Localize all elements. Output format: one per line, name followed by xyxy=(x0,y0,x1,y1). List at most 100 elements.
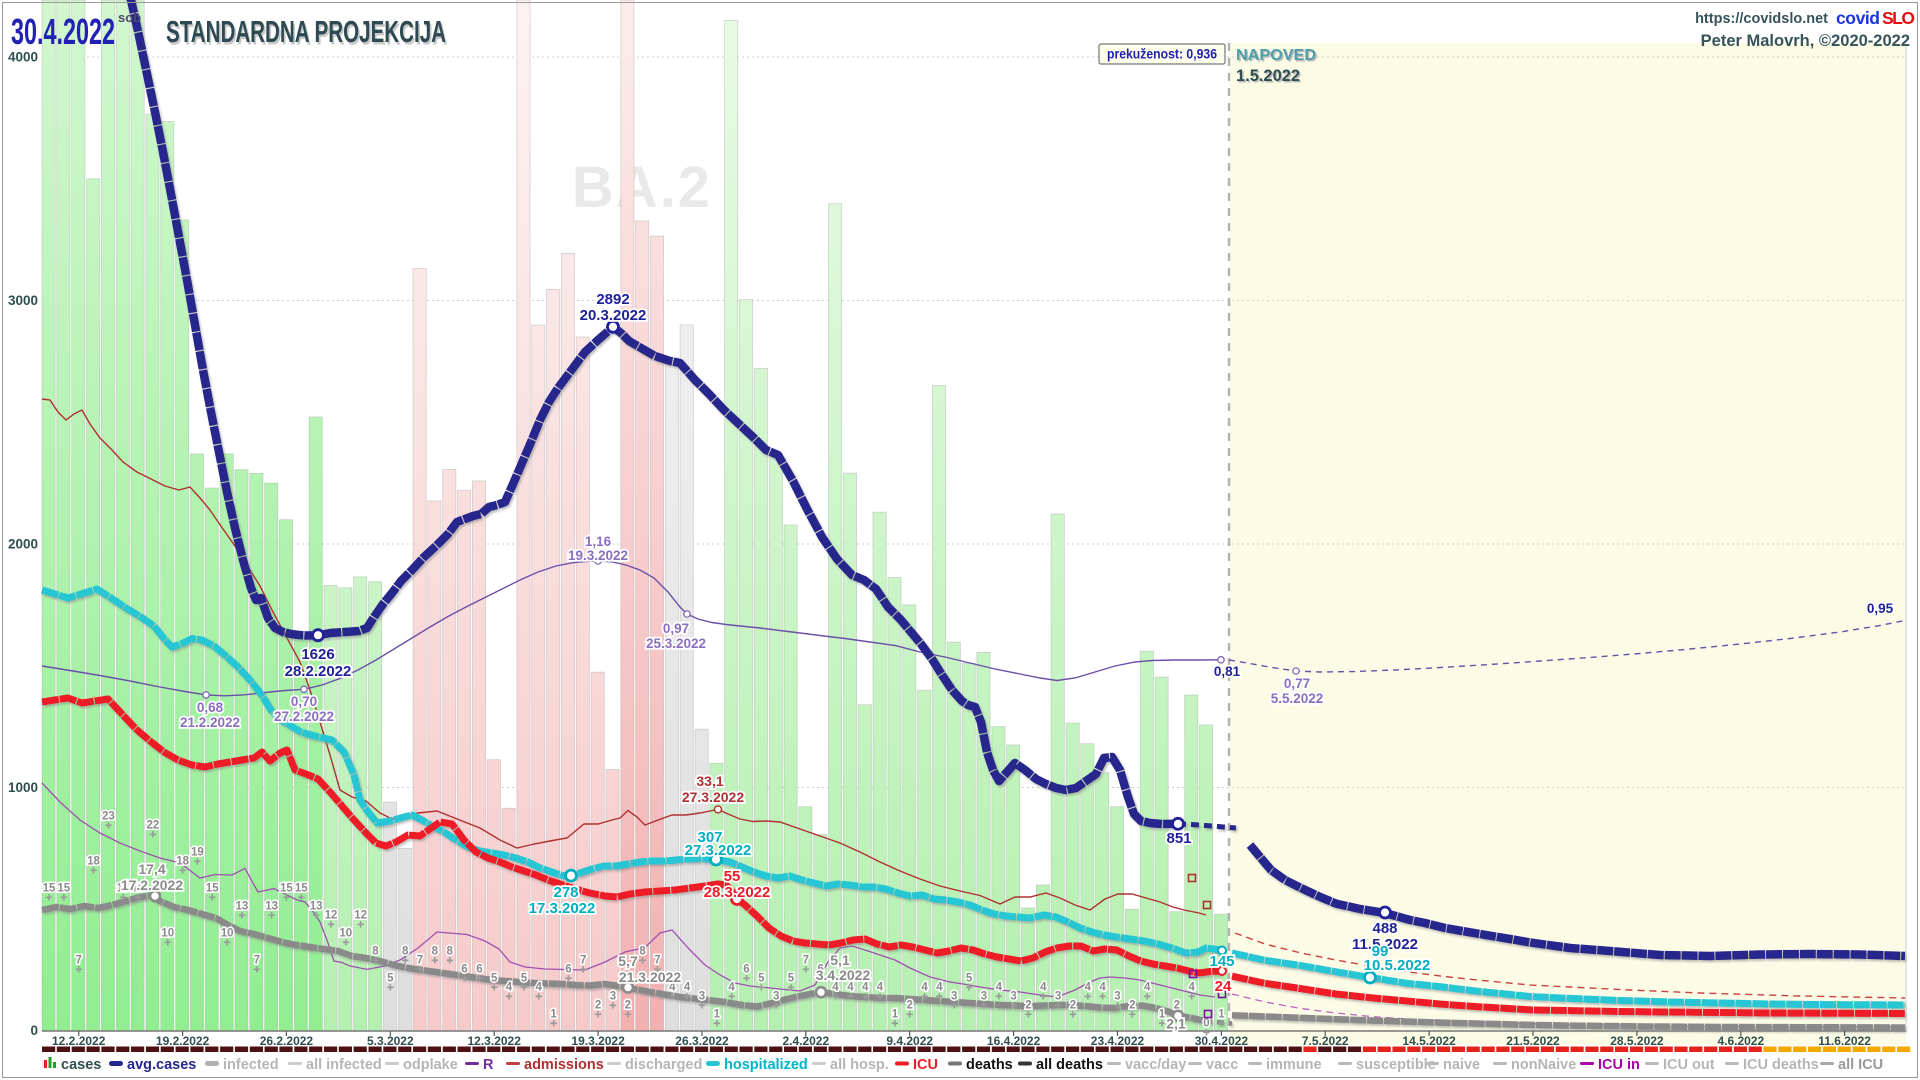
svg-text:4: 4 xyxy=(728,981,735,993)
svg-text:8: 8 xyxy=(446,945,453,957)
svg-text:2: 2 xyxy=(1025,999,1031,1011)
svg-text:5,1: 5,1 xyxy=(830,952,850,968)
svg-text:18: 18 xyxy=(176,855,189,867)
svg-text:10: 10 xyxy=(339,927,352,939)
svg-text:5: 5 xyxy=(788,972,795,984)
svg-text:15: 15 xyxy=(280,882,293,894)
svg-text:6: 6 xyxy=(476,963,482,975)
svg-text:7.5.2022: 7.5.2022 xyxy=(1302,1034,1349,1048)
svg-text:851: 851 xyxy=(1166,830,1191,847)
svg-text:12.2.2022: 12.2.2022 xyxy=(52,1034,106,1048)
svg-text:1.5.2022: 1.5.2022 xyxy=(1236,67,1300,85)
svg-text:278: 278 xyxy=(553,884,578,901)
svg-text:9.4.2022: 9.4.2022 xyxy=(886,1034,933,1048)
svg-text:avg.cases: avg.cases xyxy=(127,1057,196,1073)
svg-text:8: 8 xyxy=(639,945,646,957)
svg-text:18: 18 xyxy=(87,855,100,867)
svg-text:2892: 2892 xyxy=(596,291,629,308)
svg-text:0,70: 0,70 xyxy=(291,694,317,709)
svg-text:0,77: 0,77 xyxy=(1284,676,1310,691)
svg-text:7: 7 xyxy=(75,954,81,966)
svg-text:4.6.2022: 4.6.2022 xyxy=(1717,1034,1764,1048)
svg-text:11.6.2022: 11.6.2022 xyxy=(1818,1034,1871,1048)
svg-text:10: 10 xyxy=(161,927,174,939)
svg-text:4: 4 xyxy=(936,981,943,993)
svg-text:ICU in: ICU in xyxy=(1598,1057,1640,1073)
svg-text:5: 5 xyxy=(491,972,498,984)
svg-text:14.5.2022: 14.5.2022 xyxy=(1402,1034,1456,1048)
svg-text:19: 19 xyxy=(191,846,204,858)
svg-text:12: 12 xyxy=(325,909,338,921)
svg-text:susceptible: susceptible xyxy=(1356,1057,1436,1073)
svg-text:STANDARDNA PROJEKCIJA: STANDARDNA PROJEKCIJA xyxy=(166,14,446,49)
svg-text:all ICU: all ICU xyxy=(1838,1057,1883,1073)
svg-text:2: 2 xyxy=(1174,999,1180,1011)
svg-text:55: 55 xyxy=(724,868,741,885)
svg-text:1626: 1626 xyxy=(301,646,334,663)
svg-text:15: 15 xyxy=(57,882,70,894)
svg-text:5: 5 xyxy=(521,972,528,984)
svg-text:ICU out: ICU out xyxy=(1663,1057,1715,1073)
svg-text:all hosp.: all hosp. xyxy=(830,1057,889,1073)
svg-text:13: 13 xyxy=(236,900,249,912)
svg-text:ICU deaths: ICU deaths xyxy=(1743,1057,1819,1073)
svg-text:22: 22 xyxy=(147,819,160,831)
svg-text:19.3.2022: 19.3.2022 xyxy=(571,1034,625,1048)
svg-text:26.3.2022: 26.3.2022 xyxy=(675,1034,729,1048)
svg-text:3: 3 xyxy=(773,990,779,1002)
svg-text:19.2.2022: 19.2.2022 xyxy=(156,1034,210,1048)
svg-text:23: 23 xyxy=(102,810,115,822)
svg-text:3000: 3000 xyxy=(8,293,38,308)
svg-text:11.5.2022: 11.5.2022 xyxy=(1352,936,1418,953)
svg-text:4: 4 xyxy=(921,981,928,993)
svg-text:all infected: all infected xyxy=(306,1057,382,1073)
svg-text:30.4.2022: 30.4.2022 xyxy=(1195,1034,1249,1048)
svg-text:4: 4 xyxy=(862,981,869,993)
svg-text:6: 6 xyxy=(743,963,749,975)
svg-text:33,1: 33,1 xyxy=(696,773,723,789)
svg-text:nonNaive: nonNaive xyxy=(1511,1057,1576,1073)
svg-text:7: 7 xyxy=(803,954,809,966)
svg-text:2: 2 xyxy=(1070,999,1076,1011)
svg-text:1: 1 xyxy=(1218,1008,1225,1020)
svg-text:vacc/day: vacc/day xyxy=(1125,1057,1186,1073)
svg-text:7: 7 xyxy=(654,954,660,966)
svg-text:21.2.2022: 21.2.2022 xyxy=(180,715,240,730)
svg-text:4: 4 xyxy=(506,981,513,993)
svg-text:3.4.2022: 3.4.2022 xyxy=(816,967,871,983)
svg-text:1: 1 xyxy=(892,1008,899,1020)
svg-text:17.2.2022: 17.2.2022 xyxy=(121,877,183,893)
svg-text:15: 15 xyxy=(132,882,145,894)
svg-text:15: 15 xyxy=(206,882,219,894)
svg-text:4: 4 xyxy=(1040,981,1047,993)
svg-text:27.3.2022: 27.3.2022 xyxy=(685,842,752,859)
svg-text:13: 13 xyxy=(265,900,278,912)
svg-text:3: 3 xyxy=(699,990,705,1002)
svg-text:4: 4 xyxy=(1188,981,1195,993)
svg-text:2: 2 xyxy=(1129,999,1135,1011)
svg-text:Peter Malovrh, ©2020-2022: Peter Malovrh, ©2020-2022 xyxy=(1701,32,1910,50)
svg-text:1: 1 xyxy=(1159,1008,1166,1020)
svg-text:4: 4 xyxy=(1085,981,1092,993)
svg-text:6: 6 xyxy=(817,963,823,975)
svg-text:2: 2 xyxy=(595,999,601,1011)
svg-text:28.2.2022: 28.2.2022 xyxy=(285,663,352,680)
svg-text:R: R xyxy=(483,1057,494,1073)
svg-text:immune: immune xyxy=(1266,1057,1322,1073)
svg-text:odplake: odplake xyxy=(403,1057,458,1073)
svg-text:307: 307 xyxy=(697,829,722,846)
svg-text:28.5.2022: 28.5.2022 xyxy=(1610,1034,1664,1048)
svg-text:12: 12 xyxy=(354,909,367,921)
svg-text:3: 3 xyxy=(951,990,957,1002)
svg-text:BA.2: BA.2 xyxy=(572,155,712,220)
svg-text:145: 145 xyxy=(1209,953,1234,970)
svg-text:prekuženost: 0,936: prekuženost: 0,936 xyxy=(1107,47,1217,62)
svg-text:8: 8 xyxy=(402,945,409,957)
svg-text:21.5.2022: 21.5.2022 xyxy=(1506,1034,1560,1048)
svg-text:4: 4 xyxy=(669,981,676,993)
svg-text:0: 0 xyxy=(30,1023,38,1038)
svg-text:vacc: vacc xyxy=(1206,1057,1238,1073)
svg-text:6: 6 xyxy=(565,963,571,975)
svg-text:2: 2 xyxy=(625,999,631,1011)
svg-text:7: 7 xyxy=(254,954,260,966)
